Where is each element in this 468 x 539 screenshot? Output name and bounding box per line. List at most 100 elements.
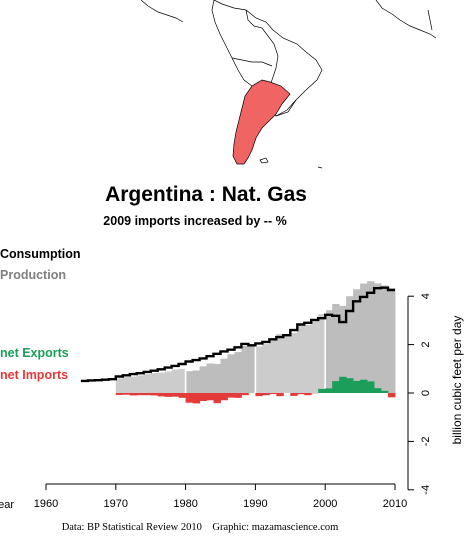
production-bar	[353, 289, 361, 393]
net-imports-bar	[122, 393, 131, 395]
net-imports-bar	[262, 393, 270, 396]
production-bar	[143, 374, 152, 393]
production-bar	[157, 372, 166, 393]
y-axis-label: billion cubic feet per day	[450, 316, 464, 445]
net-imports-bar	[241, 393, 249, 396]
production-bar	[220, 358, 228, 393]
legend-consumption: Consumption	[0, 247, 81, 261]
production-bar	[227, 354, 235, 393]
decade-lines	[184, 291, 327, 393]
production-bar	[206, 363, 214, 393]
production-bar	[171, 369, 180, 393]
net-imports-bar	[171, 393, 180, 397]
production-bar	[339, 305, 347, 393]
net-imports-bar	[199, 393, 207, 401]
y-tick-label: 4	[420, 293, 432, 299]
net-imports-bar	[136, 393, 145, 396]
net-imports-bar	[290, 393, 298, 396]
net-imports-bar	[227, 393, 235, 398]
x-tick-label: 1970	[104, 498, 128, 510]
net-exports-bar	[374, 388, 382, 393]
production-bar	[185, 371, 193, 393]
production-bar	[283, 335, 291, 393]
chart-subtitle: 2009 imports increased by -- %	[103, 214, 286, 228]
y-tick-label: 0	[420, 390, 432, 396]
production-bar	[297, 325, 305, 393]
production-bar	[150, 373, 159, 393]
production-bar	[213, 363, 221, 393]
net-imports-bar	[206, 393, 214, 401]
production-bar	[129, 376, 138, 393]
net-imports-bar	[192, 393, 200, 404]
production-bar	[248, 345, 256, 393]
production-bar	[234, 352, 242, 393]
net-imports-bar	[255, 393, 263, 397]
production-bar	[367, 281, 375, 393]
net-imports-bar	[234, 393, 242, 398]
net-imports-bar	[297, 393, 305, 395]
imports-bars	[115, 393, 396, 404]
production-bar	[269, 340, 277, 393]
production-bar	[311, 320, 319, 393]
net-imports-bar	[115, 393, 124, 395]
x-axis-label: Year	[0, 499, 14, 511]
production-bar	[332, 303, 340, 393]
production-bar	[276, 333, 284, 393]
production-bar	[122, 377, 131, 393]
x-tick-label: 1980	[173, 498, 197, 510]
x-tick-label: 2010	[383, 498, 407, 510]
net-imports-bar	[129, 393, 138, 396]
net-exports-bar	[339, 376, 347, 393]
net-imports-bar	[178, 393, 186, 398]
net-imports-bar	[143, 393, 152, 396]
x-tick-label: 2000	[313, 498, 337, 510]
net-exports-bar	[332, 381, 340, 393]
net-exports-bar	[360, 379, 368, 393]
production-bar	[318, 314, 326, 393]
net-imports-bar	[304, 393, 312, 396]
net-imports-bar	[276, 393, 284, 397]
y-tick-label: -4	[420, 485, 432, 495]
net-imports-bar	[213, 393, 221, 404]
consumption-line	[80, 286, 395, 383]
production-bar	[115, 378, 124, 393]
production-bar	[290, 332, 298, 393]
production-bar	[164, 371, 173, 393]
net-imports-bar	[157, 393, 166, 397]
locator-map	[140, 0, 437, 117]
net-imports-bar	[185, 393, 193, 403]
production-bar	[346, 296, 354, 393]
exports-bars	[318, 376, 389, 393]
production-bar	[255, 346, 263, 393]
x-tick-label: 1990	[243, 498, 267, 510]
net-imports-bar	[388, 393, 396, 398]
net-imports-bar	[269, 393, 277, 394]
x-axis: 1960 1970 1980 1990 2000 2010	[34, 483, 407, 510]
production-bar	[381, 285, 389, 393]
falkland-islands-icon	[259, 157, 269, 164]
source-credit: Data: BP Statistical Review 2010 Graphic…	[62, 522, 339, 533]
net-exports-bar	[318, 388, 326, 393]
argentina-map-icon	[232, 79, 291, 165]
small-island-icon	[317, 166, 323, 169]
production-bars	[115, 281, 396, 393]
production-bar	[241, 346, 249, 393]
production-bar	[304, 324, 312, 393]
production-bar	[325, 310, 333, 393]
production-bar	[199, 366, 207, 393]
net-exports-bar	[367, 381, 375, 393]
production-bar	[374, 283, 382, 393]
legend-production: Production	[0, 268, 66, 282]
production-bar	[360, 283, 368, 393]
y-tick-label: -2	[420, 437, 432, 447]
chart-title: Argentina : Nat. Gas	[105, 183, 307, 206]
production-bar	[262, 344, 270, 393]
net-exports-bar	[325, 388, 333, 393]
production-bar	[388, 287, 396, 393]
production-bar	[178, 368, 186, 393]
y-axis: -4 -2 0 2 4	[407, 293, 432, 495]
y-tick-label: 2	[420, 342, 432, 348]
net-exports-bar	[346, 378, 354, 393]
net-imports-bar	[164, 393, 173, 397]
